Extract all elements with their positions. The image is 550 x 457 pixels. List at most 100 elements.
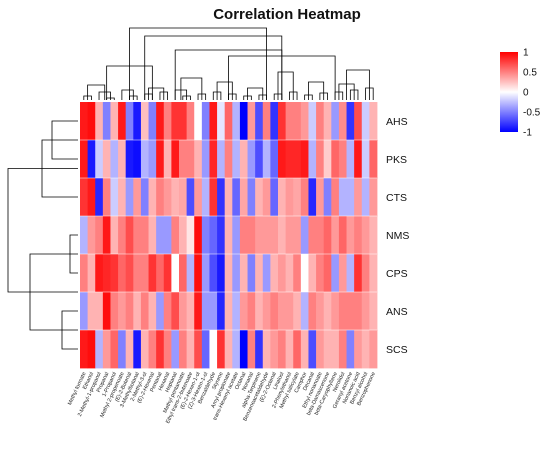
heatmap-cell-cps-3 — [95, 254, 104, 293]
heatmap-cell-scs-28 — [285, 330, 294, 369]
heatmap-cell-nms-22 — [239, 216, 248, 255]
heatmap-cell-pks-15 — [186, 140, 195, 179]
heatmap-cell-cts-18 — [209, 178, 218, 217]
row-label-cps: CPS — [386, 268, 408, 280]
heatmap-cell-ahs-32 — [316, 102, 325, 141]
heatmap-cell-scs-17 — [201, 330, 210, 369]
heatmap-cell-scs-22 — [239, 330, 248, 369]
heatmap-cell-pks-8 — [133, 140, 142, 179]
heatmap-cell-pks-23 — [247, 140, 256, 179]
heatmap-cell-ahs-35 — [338, 102, 347, 141]
heatmap-cell-cts-24 — [255, 178, 264, 217]
heatmap-cell-ahs-14 — [179, 102, 188, 141]
heatmap-cell-cts-4 — [102, 178, 111, 217]
column-dendrogram-branch-34 — [144, 35, 283, 100]
column-labels: Methyl formateEthanol2-Methyl-1-propanol… — [67, 371, 377, 425]
heatmap-cell-cps-6 — [118, 254, 127, 293]
heatmap-cell-ahs-21 — [232, 102, 241, 141]
heatmap-cell-cps-36 — [346, 254, 355, 293]
heatmap-cell-scs-3 — [95, 330, 104, 369]
heatmap-cell-nms-21 — [232, 216, 241, 255]
heatmap-cell-nms-34 — [331, 216, 340, 255]
heatmap-cells — [80, 102, 378, 369]
heatmap-cell-cts-17 — [201, 178, 210, 217]
heatmap-cell-scs-20 — [224, 330, 233, 369]
heatmap-cell-scs-7 — [125, 330, 134, 369]
heatmap-cell-pks-11 — [156, 140, 165, 179]
heatmap-cell-pks-32 — [316, 140, 325, 179]
heatmap-cell-nms-9 — [140, 216, 149, 255]
heatmap-cell-nms-29 — [293, 216, 302, 255]
row-label-ans: ANS — [386, 306, 408, 318]
heatmap-cell-cps-22 — [239, 254, 248, 293]
heatmap-cell-cts-39 — [369, 178, 378, 217]
heatmap-cell-cps-2 — [87, 254, 96, 293]
heatmap-cell-ahs-12 — [163, 102, 172, 141]
column-dendrogram-branch-35 — [129, 27, 267, 100]
heatmap-cell-ahs-1 — [80, 102, 89, 141]
heatmap-cell-cts-22 — [239, 178, 248, 217]
heatmap-cell-ans-19 — [217, 292, 226, 331]
heatmap-cell-cts-8 — [133, 178, 142, 217]
heatmap-cell-scs-32 — [316, 330, 325, 369]
row-dendrogram — [7, 120, 78, 350]
heatmap-cell-cps-13 — [171, 254, 180, 293]
heatmap-cell-cts-28 — [285, 178, 294, 217]
heatmap-cell-ans-9 — [140, 292, 149, 331]
row-dendrogram-branch-6 — [7, 168, 78, 293]
heatmap-cell-ans-39 — [369, 292, 378, 331]
legend-tick-label: -0.5 — [523, 108, 541, 119]
heatmap-cell-cts-1 — [80, 178, 89, 217]
heatmap-cell-ans-24 — [255, 292, 264, 331]
heatmap-cell-cps-31 — [308, 254, 317, 293]
heatmap-cell-ans-11 — [156, 292, 165, 331]
heatmap-cell-nms-6 — [118, 216, 127, 255]
heatmap-cell-nms-1 — [80, 216, 89, 255]
heatmap-cell-scs-31 — [308, 330, 317, 369]
heatmap-cell-ahs-17 — [201, 102, 210, 141]
heatmap-cell-nms-39 — [369, 216, 378, 255]
legend-tick-label: 1 — [523, 48, 529, 59]
heatmap-cell-scs-18 — [209, 330, 218, 369]
heatmap-cell-nms-5 — [110, 216, 119, 255]
heatmap-cell-ahs-9 — [140, 102, 149, 141]
heatmap-cell-pks-30 — [300, 140, 309, 179]
heatmap-cell-scs-8 — [133, 330, 142, 369]
heatmap-cell-nms-7 — [125, 216, 134, 255]
heatmap-cell-cts-29 — [293, 178, 302, 217]
heatmap-cell-nms-2 — [87, 216, 96, 255]
column-dendrogram-branch-6 — [121, 89, 134, 100]
heatmap-cell-nms-28 — [285, 216, 294, 255]
heatmap-cell-ahs-11 — [156, 102, 165, 141]
heatmap-cell-cps-20 — [224, 254, 233, 293]
heatmap-cell-scs-12 — [163, 330, 172, 369]
heatmap-cell-ans-16 — [194, 292, 203, 331]
heatmap-cell-cts-12 — [163, 178, 172, 217]
column-dendrogram-branch-9 — [148, 87, 165, 100]
heatmap-cell-cts-6 — [118, 178, 127, 217]
heatmap-cell-ans-2 — [87, 292, 96, 331]
heatmap-cell-ahs-28 — [285, 102, 294, 141]
heatmap-cell-cts-14 — [179, 178, 188, 217]
column-dendrogram-branch-19 — [247, 87, 264, 100]
heatmap-cell-cts-37 — [354, 178, 363, 217]
heatmap-cell-ahs-10 — [148, 102, 157, 141]
heatmap-cell-ahs-37 — [354, 102, 363, 141]
heatmap-cell-cps-10 — [148, 254, 157, 293]
heatmap-cell-nms-11 — [156, 216, 165, 255]
heatmap-cell-cps-5 — [110, 254, 119, 293]
heatmap-cell-nms-26 — [270, 216, 279, 255]
heatmap-cell-cts-31 — [308, 178, 317, 217]
heatmap-cell-nms-36 — [346, 216, 355, 255]
heatmap-cell-scs-2 — [87, 330, 96, 369]
heatmap-cell-cts-15 — [186, 178, 195, 217]
heatmap-cell-ans-14 — [179, 292, 188, 331]
heatmap-cell-pks-27 — [278, 140, 287, 179]
heatmap-cell-scs-35 — [338, 330, 347, 369]
heatmap-cell-cts-26 — [270, 178, 279, 217]
heatmap-cell-ans-13 — [171, 292, 180, 331]
heatmap-cell-pks-6 — [118, 140, 127, 179]
heatmap-cell-cts-27 — [278, 178, 287, 217]
heatmap-cell-ans-1 — [80, 292, 89, 331]
